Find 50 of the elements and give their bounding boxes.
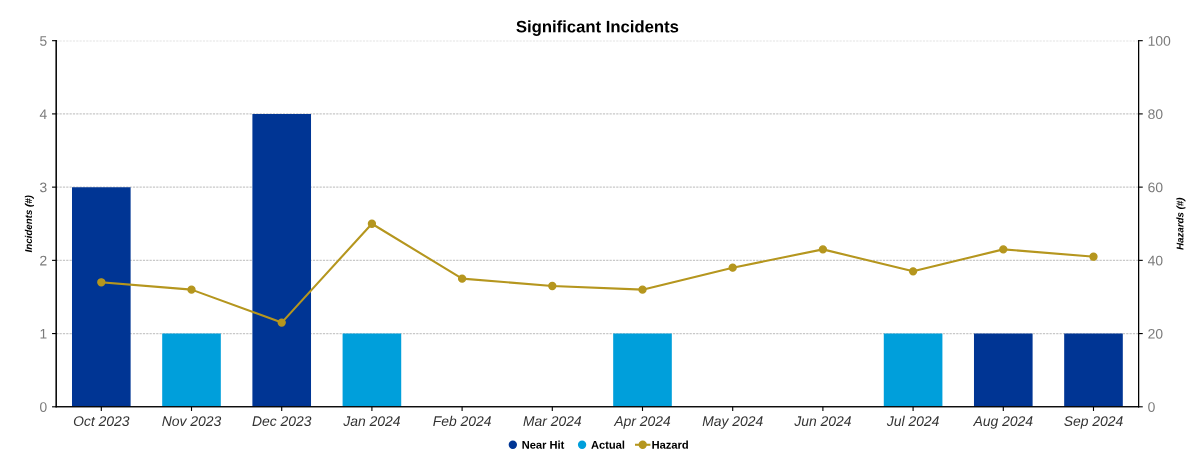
y2-tick-label: 60 bbox=[1148, 182, 1163, 193]
point bbox=[367, 219, 377, 228]
y2-axis-title: Hazards (#) bbox=[1176, 197, 1186, 250]
x-tick-label: Aug 2024 bbox=[972, 416, 1033, 429]
y2-tick-label: 0 bbox=[1148, 402, 1155, 412]
legend-label: Near Hit bbox=[522, 440, 565, 449]
point bbox=[728, 263, 737, 272]
y2-tick-label: 20 bbox=[1148, 328, 1163, 339]
y-tick-label: 1 bbox=[40, 329, 47, 339]
x-tick-label: Dec 2023 bbox=[252, 416, 312, 427]
point bbox=[548, 281, 557, 291]
bar bbox=[613, 333, 672, 407]
x-tick-label: Jul 2024 bbox=[886, 415, 939, 427]
y-axis-title: Incidents (#) bbox=[24, 195, 34, 253]
y-tick-label: 4 bbox=[39, 109, 47, 119]
point bbox=[97, 278, 106, 287]
x-tick-label: Oct 2023 bbox=[73, 416, 130, 427]
legend-label: Actual bbox=[591, 440, 625, 449]
y-tick-label: 5 bbox=[40, 36, 47, 46]
y2-tick-label: 80 bbox=[1148, 109, 1163, 120]
y-tick-label: 3 bbox=[39, 182, 47, 193]
point bbox=[277, 318, 286, 327]
x-tick-label: Jan 2024 bbox=[343, 416, 400, 427]
bar bbox=[72, 187, 131, 407]
point bbox=[187, 285, 196, 294]
y-tick-label: 0 bbox=[40, 402, 47, 412]
y-tick-label: 2 bbox=[40, 255, 47, 266]
x-tick-label: Mar 2024 bbox=[523, 416, 582, 427]
legend-label: Hazard bbox=[652, 440, 688, 449]
x-tick-label: May 2024 bbox=[702, 416, 763, 429]
point bbox=[908, 267, 918, 276]
x-tick-label: Nov 2023 bbox=[162, 416, 222, 427]
bar bbox=[342, 333, 402, 407]
bar bbox=[1064, 333, 1123, 407]
y2-tick-label: 40 bbox=[1147, 255, 1163, 266]
point bbox=[1089, 252, 1098, 261]
bar bbox=[883, 333, 943, 407]
x-tick-label: Feb 2024 bbox=[433, 415, 491, 427]
point bbox=[638, 285, 647, 294]
bar bbox=[252, 113, 312, 407]
bar bbox=[162, 333, 221, 407]
y2-tick-label: 100 bbox=[1148, 36, 1171, 46]
x-tick-label: Jun 2024 bbox=[794, 416, 851, 427]
x-tick-label: Apr 2024 bbox=[613, 416, 671, 429]
chart-title: Significant Incidents bbox=[516, 20, 679, 36]
point bbox=[999, 245, 1008, 254]
x-tick-label: Sep 2024 bbox=[1064, 416, 1123, 429]
point bbox=[457, 274, 467, 283]
bar bbox=[973, 333, 1033, 407]
point bbox=[818, 245, 828, 254]
